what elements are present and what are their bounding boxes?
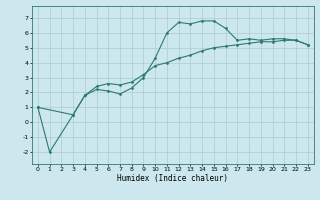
X-axis label: Humidex (Indice chaleur): Humidex (Indice chaleur) <box>117 174 228 183</box>
